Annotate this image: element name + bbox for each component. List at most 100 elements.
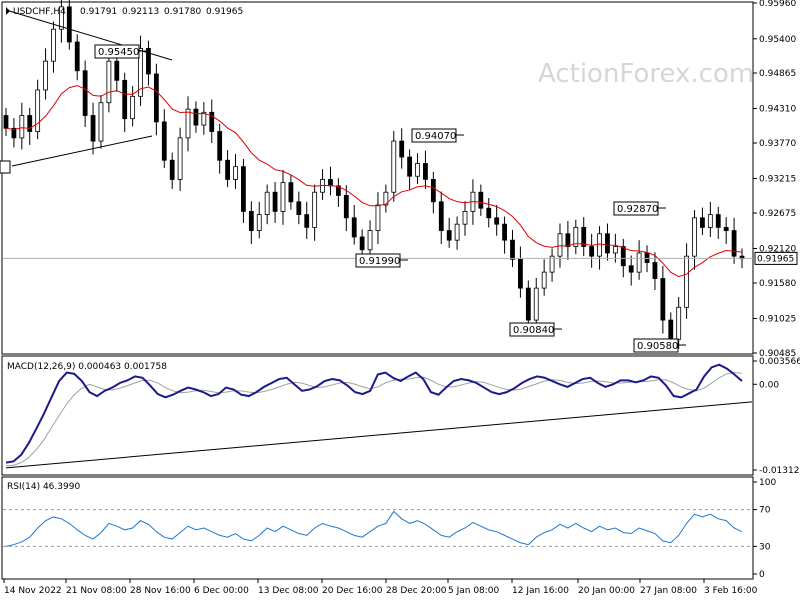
candle-body (612, 246, 618, 254)
candle-body (328, 179, 333, 187)
candle-body (74, 41, 80, 72)
candle-body (668, 319, 674, 340)
candle-body (557, 233, 563, 257)
title-arrow-icon (6, 7, 10, 15)
candle-body (676, 306, 682, 340)
candle-body (636, 252, 642, 273)
price-callout-label: 0.90840 (513, 325, 554, 336)
candle-body (90, 115, 96, 142)
candle-body (19, 115, 25, 139)
candle-body (660, 278, 666, 321)
price-y-tick-label: 0.93215 (759, 174, 796, 184)
rsi-y-tick-label: 100 (759, 478, 776, 488)
candle-body (684, 255, 690, 308)
last-price-box (754, 251, 798, 265)
candle-body (462, 211, 468, 225)
macd-title: MACD(12,26,9) 0.000463 0.001758 (7, 362, 167, 372)
price-y-tick-label: 0.95960 (759, 0, 796, 9)
candle-body (153, 73, 159, 123)
candle-body (518, 258, 523, 289)
candle-body (106, 60, 112, 104)
x-tick-label: 12 Jan 16:00 (512, 586, 569, 596)
candle-body (114, 60, 120, 81)
candle-body (248, 211, 254, 231)
price-callout-label: 0.90580 (637, 341, 678, 352)
price-y-tick-label: 0.90485 (759, 349, 796, 359)
candle-body (620, 246, 626, 267)
candle-body (628, 265, 634, 273)
candle-body (692, 217, 697, 257)
candle-body (723, 226, 729, 231)
candle-body (589, 246, 595, 257)
candle-body (367, 230, 373, 251)
candle-body (597, 233, 602, 257)
price-callout-label: 0.94070 (415, 131, 456, 142)
candle-body (98, 102, 104, 142)
candle-body (43, 60, 48, 91)
x-tick-label: 14 Nov 2022 (4, 586, 62, 596)
macd-y-tick-label: 0.003566 (759, 357, 800, 367)
watermark-text: ActionForex.com (538, 59, 754, 89)
candle-body (304, 214, 310, 228)
x-tick-label: 28 Nov 16:00 (130, 586, 191, 596)
candle-body (446, 230, 452, 241)
price-callout-label: 0.92870 (617, 204, 658, 215)
price-y-tick-label: 0.92120 (759, 244, 796, 254)
candle-body (383, 191, 389, 206)
price-title: USDCHF,H4 (13, 7, 66, 17)
candle-body (731, 230, 737, 257)
candle-body (359, 236, 365, 251)
candle-body (66, 6, 72, 43)
last-price-label: 0.91965 (757, 254, 794, 264)
x-tick-label: 20 Jan 00:00 (578, 586, 635, 596)
price-y-tick-label: 0.93770 (759, 139, 796, 149)
rsi-line (5, 510, 743, 547)
candle-body (541, 271, 547, 289)
x-tick-label: 5 Jan 08:00 (448, 586, 500, 596)
candle-body (35, 89, 41, 132)
candle-body (423, 163, 428, 180)
candle-body (209, 111, 215, 132)
lower-trendline (11, 135, 153, 167)
x-tick-label: 6 Dec 00:00 (194, 586, 249, 596)
macd-layer: 0.003566 0.00 -0.013125 (5, 357, 800, 476)
price-y-tick-label: 0.91025 (759, 314, 796, 324)
candle-body (430, 179, 436, 203)
price-callout-label: 0.95450 (98, 47, 139, 58)
ohlc-open: 0.91791 (80, 7, 117, 17)
x-tick-label: 3 Feb 16:00 (704, 586, 758, 596)
candle-body (700, 217, 705, 228)
x-tick-label: 20 Dec 16:00 (322, 586, 383, 596)
candle-body (644, 252, 650, 263)
candle-body (399, 140, 405, 158)
moving-average-line (5, 85, 743, 278)
candle-body (312, 191, 318, 228)
candle-body (565, 233, 571, 247)
candle-body (233, 166, 238, 180)
rsi-y-tick-label: 30 (759, 542, 771, 552)
candle-body (375, 204, 381, 231)
candle-body (707, 214, 713, 228)
candle-body (533, 287, 539, 321)
candle-body (201, 111, 207, 126)
macd-y-tick-label: 0.00 (759, 380, 779, 390)
ohlc-high: 0.92113 (122, 7, 159, 17)
candle-body (169, 159, 175, 180)
candle-body (217, 131, 223, 161)
macd-y-tick-label: -0.013125 (759, 466, 800, 476)
candle-body (652, 262, 658, 279)
candle-body (58, 6, 64, 30)
candle-body (415, 163, 420, 177)
price-y-tick-label: 0.94865 (759, 69, 796, 79)
clipped-callout-box (0, 160, 11, 174)
candle-body (573, 226, 579, 247)
candle-body (280, 182, 286, 212)
candle-body (27, 115, 33, 132)
candle-body (3, 115, 9, 129)
candle-body (296, 201, 302, 215)
candle-body (525, 287, 531, 321)
price-y-tick-label: 0.95400 (759, 35, 796, 45)
price-title-group: USDCHF,H4 0.91791 0.92113 0.91780 0.9196… (6, 7, 243, 17)
candle-body (51, 28, 56, 62)
